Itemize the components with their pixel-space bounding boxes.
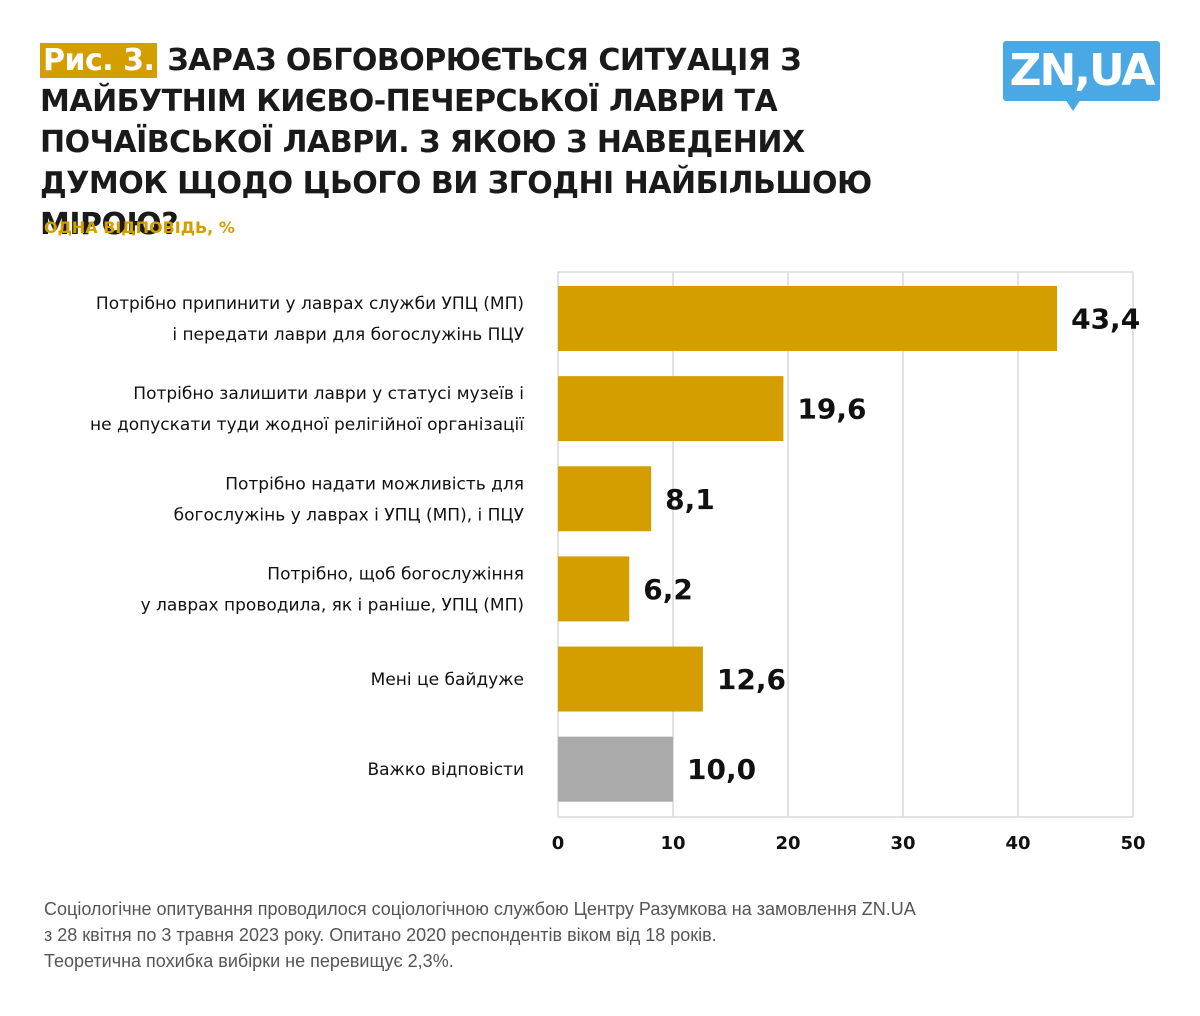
footnote-line: Теоретична похибка вибірки не перевищує … bbox=[44, 951, 454, 971]
value-label: 6,2 bbox=[643, 573, 693, 606]
value-labels: 43,4 19,6 8,1 6,2 12,6 10,0 bbox=[643, 303, 1140, 787]
footnote-line: Соціологічне опитування проводилося соці… bbox=[44, 899, 916, 919]
figure-label: Рис. 3. bbox=[40, 43, 158, 78]
category-label: Потрібно припинити у лаврах служби УПЦ (… bbox=[96, 294, 524, 314]
category-label: Мені це байдуже bbox=[371, 670, 524, 690]
chart-title: Рис. 3. ЗАРАЗ ОБГОВОРЮЄТЬСЯ СИТУАЦІЯ З М… bbox=[40, 40, 940, 245]
category-label: Важко відповісти bbox=[367, 760, 524, 780]
bar bbox=[558, 646, 703, 712]
category-label: Потрібно надати можливість для bbox=[225, 474, 524, 494]
footnote-line: з 28 квітня по 3 травня 2023 року. Опита… bbox=[44, 925, 717, 945]
category-label: Потрібно, щоб богослужіння bbox=[267, 564, 524, 584]
x-tick-label: 10 bbox=[660, 833, 685, 854]
bar bbox=[558, 736, 673, 802]
speech-bubble-tail-icon bbox=[1065, 99, 1081, 111]
bar bbox=[558, 556, 630, 622]
category-label: у лаврах проводила, як і раніше, УПЦ (МП… bbox=[141, 595, 524, 615]
bar bbox=[558, 466, 652, 532]
value-label: 10,0 bbox=[687, 753, 756, 786]
category-label: не допускати туди жодної релігійної орга… bbox=[90, 415, 524, 435]
zn-ua-logo: ZN,UA bbox=[1003, 41, 1160, 111]
category-label: Потрібно залишити лаври у статусі музеїв… bbox=[133, 384, 524, 404]
category-labels: Потрібно припинити у лаврах служби УПЦ (… bbox=[90, 294, 525, 780]
value-label: 43,4 bbox=[1071, 303, 1140, 336]
bar-chart: Потрібно припинити у лаврах служби УПЦ (… bbox=[90, 271, 1146, 854]
value-label: 12,6 bbox=[717, 663, 786, 696]
logo-text: ZN,UA bbox=[1009, 45, 1156, 96]
title-text: ЗАРАЗ ОБГОВОРЮЄТЬСЯ СИТУАЦІЯ З МАЙБУТНІМ… bbox=[40, 43, 872, 242]
bars bbox=[558, 286, 1058, 802]
chart-subtitle: ОДНА ВІДПОВІДЬ, % bbox=[44, 218, 235, 237]
x-tick-label: 50 bbox=[1120, 833, 1145, 854]
bar bbox=[558, 376, 784, 442]
x-tick-label: 20 bbox=[775, 833, 800, 854]
category-label: богослужінь у лаврах і УПЦ (МП), і ПЦУ bbox=[174, 505, 525, 525]
bar bbox=[558, 286, 1058, 351]
category-label: і передати лаври для богослужінь ПЦУ bbox=[172, 325, 524, 345]
x-tick-label: 0 bbox=[552, 833, 565, 854]
value-label: 8,1 bbox=[665, 483, 715, 516]
grid-lines bbox=[557, 271, 1134, 818]
x-tick-label: 30 bbox=[890, 833, 915, 854]
x-axis-ticks: 0 10 20 30 40 50 bbox=[552, 833, 1146, 854]
value-label: 19,6 bbox=[797, 393, 866, 426]
footnote: Соціологічне опитування проводилося соці… bbox=[44, 896, 1164, 974]
x-tick-label: 40 bbox=[1005, 833, 1030, 854]
